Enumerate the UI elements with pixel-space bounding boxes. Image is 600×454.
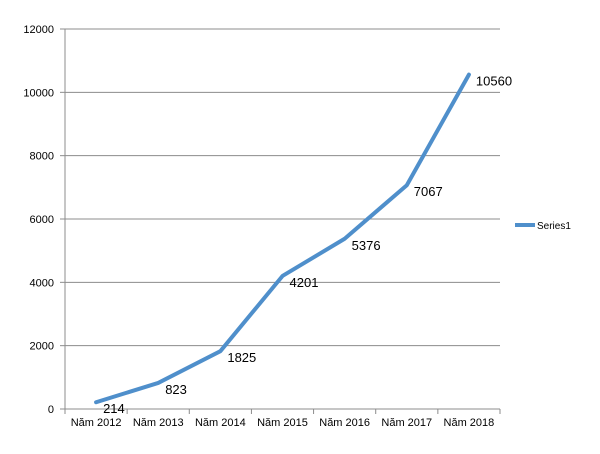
data-label: 1825	[227, 350, 256, 365]
series-lines	[94, 72, 471, 405]
x-tick-label: Năm 2013	[133, 417, 184, 429]
legend: Series1	[515, 221, 571, 232]
y-tick-label: 10000	[23, 87, 54, 99]
x-tick-label: Năm 2014	[195, 417, 246, 429]
x-tick-label: Năm 2012	[71, 417, 122, 429]
legend-label: Series1	[537, 221, 571, 232]
y-axis-tick-labels: 0 2000 4000 6000 8000 10000 12000	[23, 24, 54, 416]
data-label: 10560	[476, 74, 512, 89]
x-tick-label: Năm 2018	[444, 417, 495, 429]
data-label: 214	[103, 401, 125, 416]
y-tick-label: 8000	[30, 151, 54, 163]
y-tick-label: 12000	[23, 24, 54, 36]
x-tick-label: Năm 2016	[319, 417, 370, 429]
gridlines	[65, 28, 500, 347]
x-tick-label: Năm 2015	[257, 417, 308, 429]
data-label: 5376	[352, 238, 381, 253]
x-axis-tick-labels: Năm 2012 Năm 2013 Năm 2014 Năm 2015 Năm 2016…	[71, 417, 495, 429]
x-tick-label: Năm 2017	[381, 417, 432, 429]
series-line	[94, 72, 471, 405]
y-tick-label: 6000	[30, 214, 54, 226]
y-tick-label: 0	[48, 404, 54, 416]
y-tick-label: 2000	[30, 341, 54, 353]
axes	[60, 28, 501, 414]
data-labels: 214 823 1825 4201 5376 7067 10560	[103, 74, 512, 417]
data-label: 7067	[414, 184, 443, 199]
data-label: 823	[165, 382, 187, 397]
data-label: 4201	[290, 275, 319, 290]
y-tick-label: 4000	[30, 277, 54, 289]
